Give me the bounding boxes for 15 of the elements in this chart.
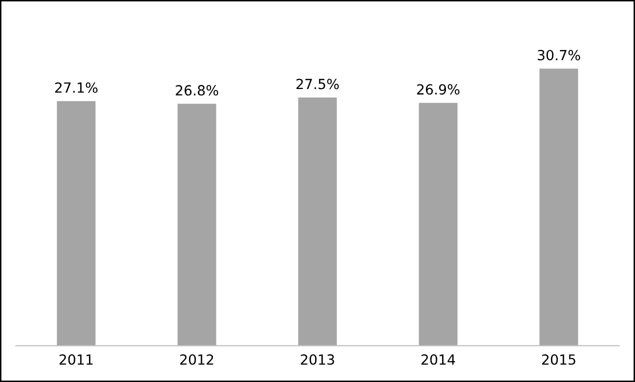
bar — [178, 104, 216, 346]
data-label: 27.5% — [296, 78, 339, 90]
x-tick-label: 2011 — [60, 354, 93, 365]
bar — [298, 97, 337, 346]
data-label: 27.1% — [55, 82, 98, 93]
bar — [539, 68, 578, 346]
x-tick-label: 2013 — [300, 354, 334, 365]
data-label: 30.7% — [538, 50, 580, 60]
data-label: 26.8% — [176, 85, 218, 96]
x-tick-label: 2014 — [421, 354, 456, 365]
data-label: 26.9% — [417, 84, 460, 95]
x-tick-label: 2015 — [542, 354, 576, 365]
bar — [418, 102, 458, 346]
x-tick-label: 2012 — [180, 354, 214, 365]
bar — [56, 101, 96, 346]
